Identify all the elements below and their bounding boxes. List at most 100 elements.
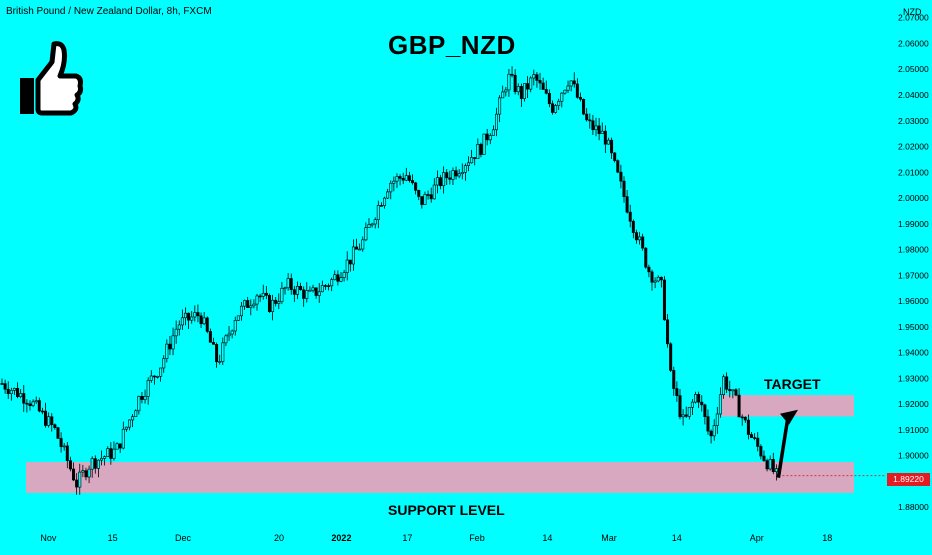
candle-body — [644, 247, 648, 268]
target-zone — [722, 395, 854, 417]
candle-body — [103, 456, 107, 459]
candle-body — [672, 370, 676, 389]
candle-body — [526, 83, 530, 90]
candle-body — [750, 434, 754, 438]
candle-body — [128, 419, 132, 428]
candle-body — [743, 416, 747, 421]
candle-body — [376, 205, 380, 220]
candle-body — [435, 177, 439, 186]
candle-body — [258, 295, 262, 298]
candle-body — [522, 83, 526, 99]
candle-body — [16, 388, 20, 397]
x-tick-label: 15 — [108, 533, 118, 543]
y-tick-label: 2.06000 — [898, 38, 929, 48]
candle-body — [202, 317, 206, 325]
candle-body — [174, 328, 178, 337]
candle-body — [722, 376, 726, 396]
x-tick-label: 14 — [542, 533, 552, 543]
candle-body — [6, 388, 10, 394]
y-tick-label: 1.99000 — [898, 219, 929, 229]
candle-body — [152, 375, 156, 378]
candle-body — [582, 98, 586, 115]
symbol-header: British Pound / New Zealand Dollar, 8h, … — [6, 6, 212, 17]
candle-body — [143, 396, 147, 400]
y-tick-label: 2.02000 — [898, 142, 929, 152]
candle-body — [498, 97, 502, 115]
candle-body — [308, 289, 312, 292]
candle-body — [168, 343, 172, 350]
candle-body — [442, 172, 446, 187]
x-tick-label: Dec — [175, 533, 192, 543]
candle-body — [398, 176, 402, 179]
candle-body — [361, 239, 365, 250]
candle-body — [339, 277, 343, 282]
candle-body — [180, 317, 184, 326]
candle-body — [218, 361, 222, 363]
y-tick-label: 2.05000 — [898, 64, 929, 74]
candle-body — [712, 425, 716, 437]
candle-body — [392, 180, 396, 184]
candle-body — [327, 285, 331, 287]
y-tick-label: 1.98000 — [898, 245, 929, 255]
candle-body — [283, 287, 287, 290]
candle-body — [386, 191, 390, 199]
candle-body — [336, 274, 340, 282]
candle-body — [740, 416, 744, 419]
candle-body — [208, 331, 212, 343]
y-tick-label: 1.95000 — [898, 322, 929, 332]
candle-body — [687, 406, 691, 417]
candle-body — [355, 246, 359, 250]
candle-body — [594, 125, 598, 131]
candle-body — [656, 276, 660, 282]
candle-body — [379, 205, 383, 207]
y-tick-label: 1.92000 — [898, 399, 929, 409]
support-zone — [26, 462, 854, 493]
candle-body — [544, 89, 548, 94]
candle-body — [488, 135, 492, 141]
y-tick-label: 1.91000 — [898, 425, 929, 435]
candle-body — [106, 448, 110, 457]
candle-body — [84, 470, 88, 478]
y-tick-label: 2.03000 — [898, 116, 929, 126]
candle-body — [59, 438, 63, 447]
candle-body — [616, 160, 620, 173]
candle-body — [482, 133, 486, 155]
candle-body — [249, 305, 253, 308]
candle-body — [227, 333, 231, 337]
candle-body — [678, 395, 682, 418]
candle-body — [414, 182, 418, 191]
candle-body — [401, 178, 405, 181]
candle-body — [280, 287, 284, 302]
candle-body — [255, 295, 259, 305]
candle-body — [373, 219, 377, 225]
candle-body — [619, 171, 623, 182]
candle-body — [476, 144, 480, 159]
candle-body — [190, 316, 194, 321]
support-level-label: SUPPORT LEVEL — [388, 502, 505, 518]
y-tick-label: 1.97000 — [898, 270, 929, 280]
candle-body — [292, 289, 296, 295]
candle-body — [320, 285, 324, 293]
candle-body — [634, 232, 638, 241]
candle-body — [264, 292, 268, 296]
candle-body — [383, 197, 387, 206]
candle-body — [0, 383, 4, 385]
candle-body — [317, 291, 321, 296]
candle-body — [675, 388, 679, 396]
thumbs-up-icon — [20, 41, 84, 116]
candle-body — [613, 152, 617, 161]
candle-body — [205, 317, 209, 332]
candle-body — [588, 119, 592, 122]
candle-body — [87, 468, 91, 478]
candle-body — [358, 248, 362, 251]
candle-body — [703, 404, 707, 417]
candle-body — [625, 196, 629, 213]
candle-body — [759, 446, 763, 457]
candle-body — [112, 448, 116, 459]
candle-body — [271, 299, 275, 312]
candle-body — [305, 290, 309, 299]
candle-body — [610, 139, 614, 154]
candle-body — [697, 394, 701, 403]
candle-body — [510, 73, 514, 76]
